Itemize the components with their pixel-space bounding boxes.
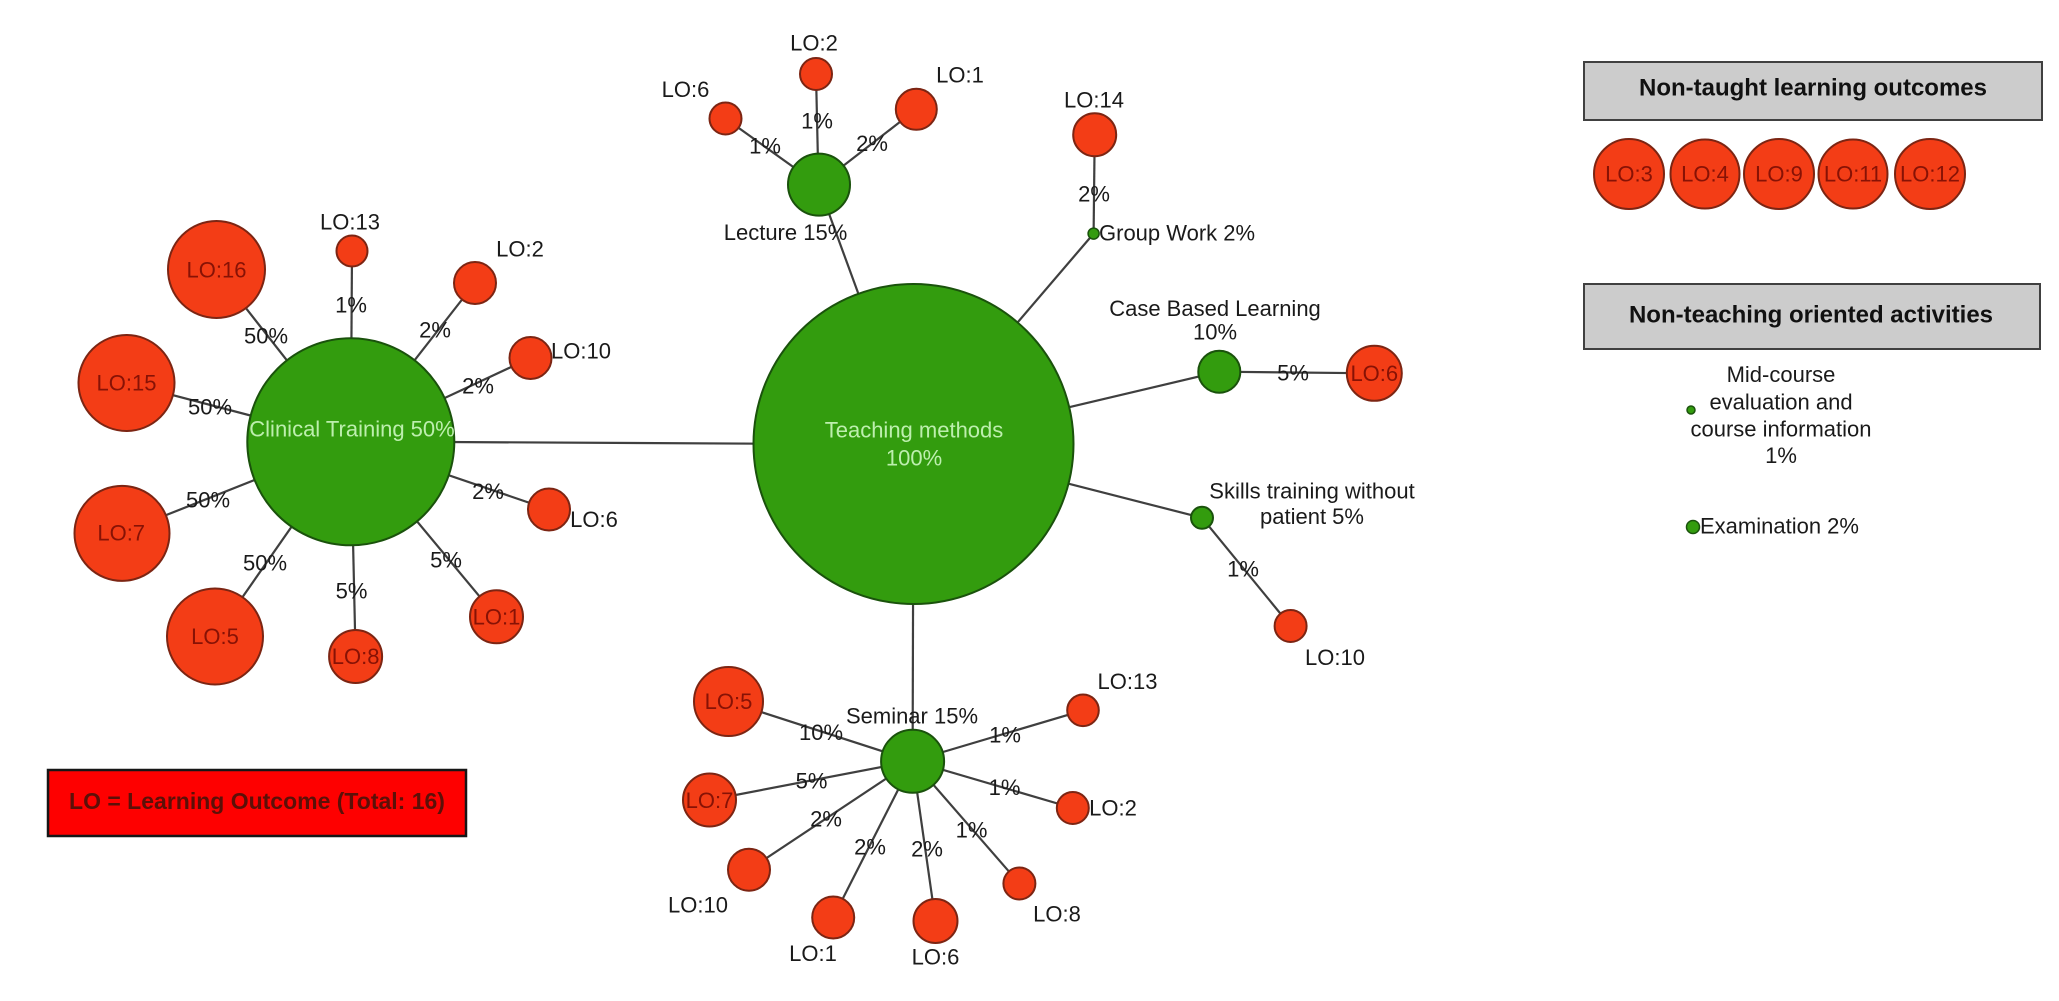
svg-text:2%: 2% — [419, 318, 451, 343]
svg-text:LO:7: LO:7 — [686, 788, 734, 813]
svg-text:course information: course information — [1691, 417, 1872, 442]
svg-text:2%: 2% — [472, 479, 504, 504]
svg-text:1%: 1% — [335, 293, 367, 318]
svg-text:LO = Learning Outcome (Total:: LO = Learning Outcome (Total: 16) — [69, 788, 445, 814]
svg-text:5%: 5% — [430, 548, 462, 573]
svg-text:LO:13: LO:13 — [1098, 669, 1158, 694]
svg-text:5%: 5% — [336, 579, 368, 604]
svg-text:Seminar 15%: Seminar 15% — [846, 704, 978, 729]
svg-text:2%: 2% — [1078, 182, 1110, 207]
svg-text:LO:10: LO:10 — [1305, 645, 1365, 670]
svg-text:LO:6: LO:6 — [912, 945, 960, 970]
svg-text:Examination 2%: Examination 2% — [1700, 514, 1859, 539]
svg-text:Teaching methods: Teaching methods — [825, 418, 1004, 443]
svg-text:Non-teaching oriented activiti: Non-teaching oriented activities — [1629, 302, 1993, 329]
svg-text:Group Work 2%: Group Work 2% — [1099, 221, 1255, 246]
svg-text:LO:2: LO:2 — [790, 31, 838, 56]
svg-text:1%: 1% — [989, 775, 1021, 800]
svg-text:LO:8: LO:8 — [332, 644, 380, 669]
svg-text:patient 5%: patient 5% — [1260, 504, 1364, 529]
svg-text:LO:6: LO:6 — [1350, 361, 1398, 386]
svg-text:LO:1: LO:1 — [473, 604, 521, 629]
svg-text:Case Based Learning: Case Based Learning — [1109, 296, 1321, 321]
svg-text:10%: 10% — [1193, 320, 1237, 345]
svg-text:1%: 1% — [1227, 557, 1259, 582]
svg-text:2%: 2% — [856, 131, 888, 156]
svg-text:LO:5: LO:5 — [191, 624, 239, 649]
svg-text:LO:11: LO:11 — [1824, 162, 1882, 187]
svg-text:LO:3: LO:3 — [1605, 162, 1653, 187]
svg-text:2%: 2% — [854, 835, 886, 860]
svg-text:5%: 5% — [1277, 361, 1309, 386]
svg-text:10%: 10% — [799, 720, 843, 745]
svg-text:1%: 1% — [956, 818, 988, 843]
svg-text:LO:9: LO:9 — [1755, 162, 1803, 187]
svg-text:50%: 50% — [188, 395, 232, 420]
svg-text:LO:7: LO:7 — [97, 521, 145, 546]
svg-text:Skills training without: Skills training without — [1209, 479, 1414, 504]
svg-text:LO:1: LO:1 — [789, 941, 837, 966]
svg-text:LO:5: LO:5 — [705, 689, 753, 714]
svg-text:50%: 50% — [186, 488, 230, 513]
svg-text:LO:15: LO:15 — [97, 371, 157, 396]
svg-text:LO:14: LO:14 — [1064, 88, 1124, 113]
svg-text:50%: 50% — [244, 324, 288, 349]
svg-text:1%: 1% — [989, 723, 1021, 748]
svg-text:LO:1: LO:1 — [936, 63, 984, 88]
svg-text:LO:13: LO:13 — [320, 210, 380, 235]
svg-text:50%: 50% — [243, 551, 287, 576]
svg-text:Clinical Training 50%: Clinical Training 50% — [249, 417, 454, 442]
svg-text:5%: 5% — [796, 769, 828, 794]
svg-text:Lecture 15%: Lecture 15% — [724, 220, 848, 245]
svg-text:LO:6: LO:6 — [570, 507, 618, 532]
svg-text:LO:16: LO:16 — [187, 258, 247, 283]
svg-text:2%: 2% — [462, 374, 494, 399]
svg-text:2%: 2% — [911, 837, 943, 862]
svg-text:LO:12: LO:12 — [1900, 162, 1960, 187]
svg-text:1%: 1% — [1765, 443, 1797, 468]
svg-text:LO:8: LO:8 — [1033, 902, 1081, 927]
svg-text:2%: 2% — [810, 807, 842, 832]
svg-text:100%: 100% — [886, 446, 942, 471]
svg-text:LO:2: LO:2 — [496, 237, 544, 262]
svg-text:evaluation and: evaluation and — [1709, 390, 1852, 415]
svg-text:LO:4: LO:4 — [1681, 162, 1729, 187]
svg-text:LO:10: LO:10 — [551, 339, 611, 364]
svg-text:LO:2: LO:2 — [1089, 796, 1137, 821]
svg-text:Non-taught learning outcomes: Non-taught learning outcomes — [1639, 75, 1987, 102]
svg-text:LO:10: LO:10 — [668, 893, 728, 918]
svg-text:1%: 1% — [801, 109, 833, 134]
svg-text:1%: 1% — [749, 134, 781, 159]
svg-text:LO:6: LO:6 — [662, 77, 710, 102]
svg-text:Mid-course: Mid-course — [1727, 362, 1836, 387]
